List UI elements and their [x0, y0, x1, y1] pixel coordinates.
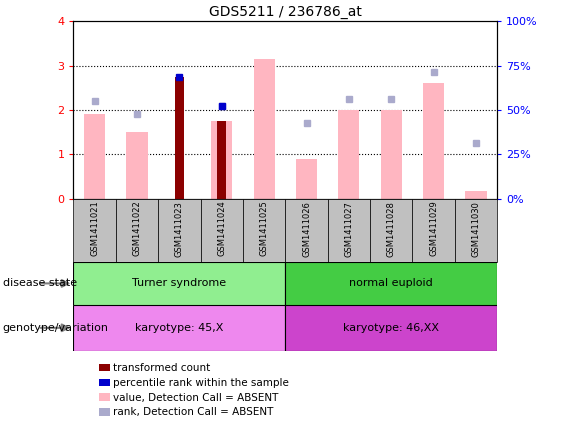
Bar	[73, 305, 285, 351]
Bar	[116, 199, 158, 262]
Bar	[201, 199, 243, 262]
Text: normal euploid: normal euploid	[349, 278, 433, 288]
Text: karyotype: 45,X: karyotype: 45,X	[135, 323, 224, 333]
Text: transformed count: transformed count	[113, 363, 210, 373]
Text: rank, Detection Call = ABSENT: rank, Detection Call = ABSENT	[113, 407, 273, 418]
Text: disease state: disease state	[3, 278, 77, 288]
Bar	[296, 159, 317, 199]
Bar	[412, 199, 455, 262]
Bar	[423, 83, 444, 199]
Bar	[84, 115, 105, 199]
Bar	[217, 121, 227, 199]
Text: GSM1411026: GSM1411026	[302, 201, 311, 257]
Text: GSM1411028: GSM1411028	[387, 201, 396, 257]
Text: GSM1411030: GSM1411030	[472, 201, 480, 257]
Text: karyotype: 46,XX: karyotype: 46,XX	[344, 323, 439, 333]
Bar	[338, 110, 359, 199]
Bar	[455, 199, 497, 262]
Bar	[285, 305, 497, 351]
Bar	[175, 77, 184, 199]
Text: GSM1411027: GSM1411027	[345, 201, 353, 257]
Text: Turner syndrome: Turner syndrome	[132, 278, 227, 288]
Text: GSM1411024: GSM1411024	[218, 201, 226, 256]
Bar	[381, 110, 402, 199]
Bar	[370, 199, 412, 262]
Text: GSM1411022: GSM1411022	[133, 201, 141, 256]
Bar	[285, 262, 497, 305]
Bar	[73, 199, 116, 262]
Text: percentile rank within the sample: percentile rank within the sample	[113, 378, 289, 388]
Bar	[254, 59, 275, 199]
Bar	[73, 262, 285, 305]
Text: GSM1411021: GSM1411021	[90, 201, 99, 256]
Bar	[127, 132, 147, 199]
Text: GSM1411023: GSM1411023	[175, 201, 184, 257]
Bar	[243, 199, 285, 262]
Title: GDS5211 / 236786_at: GDS5211 / 236786_at	[209, 5, 362, 19]
Bar	[158, 199, 201, 262]
Text: genotype/variation: genotype/variation	[3, 323, 109, 333]
Bar	[328, 199, 370, 262]
Text: value, Detection Call = ABSENT: value, Detection Call = ABSENT	[113, 393, 279, 403]
Bar	[211, 121, 232, 199]
Bar	[466, 191, 486, 199]
Text: GSM1411025: GSM1411025	[260, 201, 268, 256]
Text: GSM1411029: GSM1411029	[429, 201, 438, 256]
Bar	[285, 199, 328, 262]
